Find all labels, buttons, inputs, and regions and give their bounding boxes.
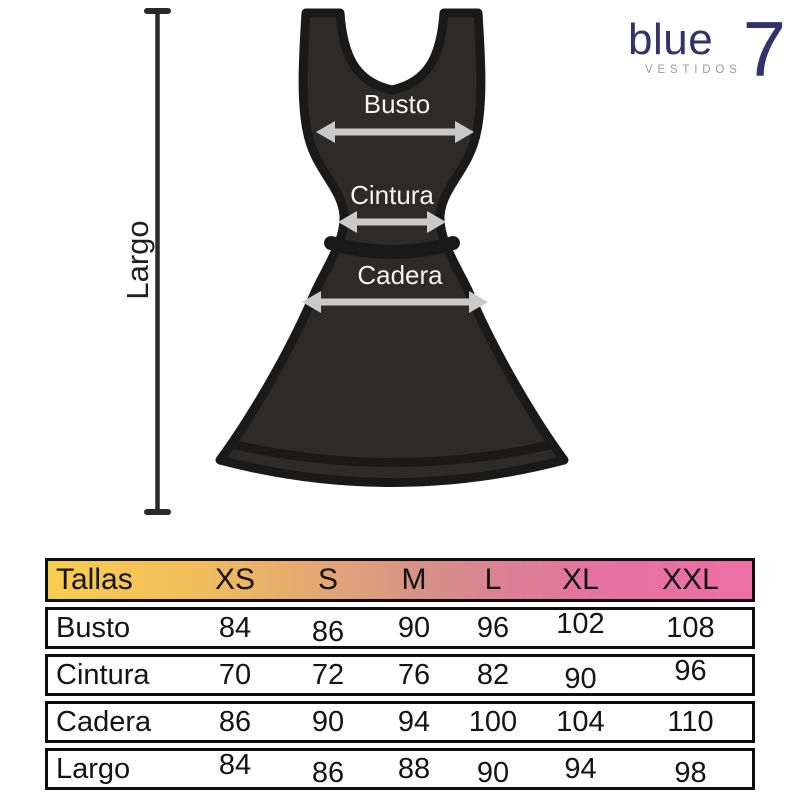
row-label: Largo	[56, 752, 131, 785]
cell-value: 72	[311, 658, 345, 691]
cell-value: 96	[476, 611, 510, 644]
header-size-m: M	[401, 563, 427, 596]
cell-value: 88	[397, 752, 431, 785]
brand-subtitle: VESTIDOS	[645, 64, 742, 77]
cell-value: 70	[218, 658, 252, 691]
cell-value: 86	[311, 756, 345, 789]
cintura-arrow	[338, 211, 446, 233]
brand-name: blue	[628, 15, 714, 64]
cadera-label: Cadera	[357, 260, 443, 290]
cell-value: 98	[674, 756, 707, 789]
cell-value: 108	[666, 611, 715, 644]
header-size-xxl: XXL	[662, 563, 719, 596]
cell-value: 76	[397, 658, 431, 691]
cell-value: 90	[476, 756, 510, 789]
cell-value: 94	[397, 705, 431, 738]
header-size-xs: XS	[214, 563, 256, 596]
size-table: Tallas XS S M L XL XXL Busto 84 86 90 96…	[45, 558, 755, 790]
row-label: Cintura	[56, 658, 150, 691]
header-size-l: L	[484, 563, 502, 596]
brand-logo: blue VESTIDOS 7	[628, 5, 786, 93]
cell-value: 100	[468, 705, 518, 738]
cintura-label: Cintura	[350, 180, 434, 210]
cell-value: 86	[218, 705, 252, 738]
brand-seven: 7	[742, 5, 786, 93]
cell-value: 90	[564, 662, 597, 695]
table-row-largo: Largo 84 86 88 90 94 98	[45, 748, 755, 790]
dress-silhouette	[215, 8, 569, 487]
header-tallas: Tallas	[56, 563, 133, 596]
cadera-arrow	[302, 291, 488, 313]
busto-arrow	[316, 121, 474, 143]
busto-label: Busto	[364, 89, 431, 119]
row-label: Busto	[56, 611, 131, 644]
cell-value: 90	[397, 611, 431, 644]
table-row-cadera: Cadera 86 90 94 100 104 110	[45, 701, 755, 743]
header-size-s: S	[317, 563, 338, 596]
dress-waist-seam	[324, 236, 460, 259]
row-label: Cadera	[56, 705, 152, 738]
header-size-xl: XL	[562, 563, 599, 596]
table-row-cintura: Cintura 70 72 76 82 90 96	[45, 654, 755, 696]
cell-value: 84	[218, 748, 252, 781]
cell-value: 82	[476, 658, 510, 691]
cell-value: 94	[564, 752, 597, 785]
cell-value: 110	[667, 705, 714, 738]
cell-value: 96	[674, 654, 707, 687]
table-header-row: Tallas XS S M L XL XXL	[45, 558, 755, 602]
cell-value: 90	[311, 705, 345, 738]
cell-value: 104	[556, 705, 605, 738]
largo-length-line	[144, 8, 171, 515]
dress-hem-seam	[231, 440, 555, 467]
cell-value: 102	[556, 607, 605, 640]
cell-value: 86	[311, 615, 345, 648]
largo-label: Largo	[120, 220, 155, 299]
table-row-busto: Busto 84 86 90 96 102 108	[45, 607, 755, 649]
cell-value: 84	[218, 611, 252, 644]
